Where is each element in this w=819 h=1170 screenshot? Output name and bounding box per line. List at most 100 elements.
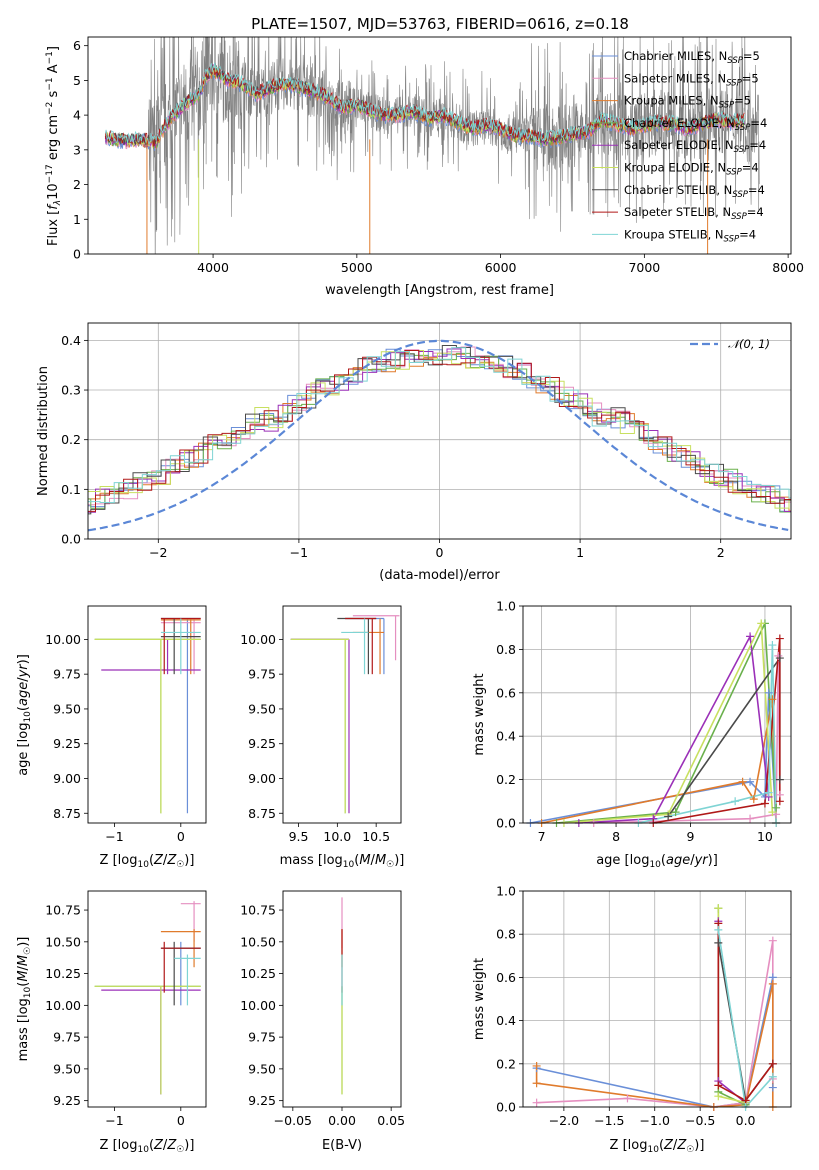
y-tick-label: 9.50 [248,701,276,716]
plot-area-age_vs_mass [290,615,400,814]
panel-spectrum: 4000 5000 6000 7000 8000 0 1 2 3 4 5 6 wavelength [A… [45,36,804,298]
x-tick-label: 7000 [628,260,660,275]
y-tick-label: 10.00 [240,998,276,1013]
weight-marker-kroupa-stelib [768,641,777,650]
weight-marker-chabrier-elodie [671,808,680,817]
y-tick-label: 0.0 [496,1100,516,1115]
legend-label: Chabrier MILES, NSSP=5 [624,49,760,66]
weight-marker-kroupa-elodie [714,1092,723,1101]
y-axis-label: Flux [fλ10−17 erg cm−2 s−1 A−1] [45,46,63,246]
x-tick-label: 5000 [341,260,373,275]
weight-marker-kroupa-stelib [714,925,723,934]
y-tick-label: 1.0 [496,599,516,614]
spectrum-legend: Chabrier MILES, NSSP=5 Salpeter MILES, NS… [592,49,767,244]
y-tick-label: 10.75 [45,903,81,918]
plot-area-residual_hist [88,323,791,539]
x-tick-label: −1.5 [594,1113,624,1128]
axes-frame [87,890,207,1108]
hist-step-chabrier-stelib [88,345,791,515]
weight-marker-kroupa-miles [768,695,777,704]
y-tick-label: 9.25 [248,736,276,751]
hist-step-kroupa-miles [88,352,791,512]
x-tick-label: 8 [612,829,620,844]
weight-marker-chabrier-miles [746,777,755,786]
panel-age_vs_mass: 9.5 10.0 10.5 8.75 9.00 9.25 9.50 9.75 10.00 mass… [240,605,404,870]
y-axis-label: mass weight [472,958,487,1040]
weight-marker-kroupa-miles [749,795,758,804]
hist-step-salpeter-stelib [88,350,791,512]
weight-marker-kroupa-miles [768,979,777,988]
y-tick-label: 10.00 [45,632,81,647]
y-tick-label: 0.8 [496,927,516,942]
y-tick-label: 9.75 [248,1030,276,1045]
x-axis-label: E(B-V) [322,1138,362,1153]
y-tick-label: 1.0 [496,884,516,899]
y-tick-label: 0.0 [61,532,81,547]
hist-step-salpeter-miles [88,346,791,506]
y-tick-label: 8.75 [53,806,81,821]
axes-frame [282,605,402,824]
panel-residual_hist: −2 −1 0 1 2 0.0 0.1 0.2 0.3 0.4 (data-model)/error… [36,322,792,583]
axes-frame [87,36,792,255]
weight-marker-salpeter-miles [746,814,755,823]
weight-marker-salpeter-miles [623,1094,632,1103]
x-tick-label: 1 [576,545,584,560]
x-tick-label: −1 [105,1113,123,1128]
plot-area-mass_weight_vs_age [523,606,791,823]
y-tick-label: 9.00 [53,771,81,786]
x-tick-label: 0 [436,545,444,560]
y-tick-label: 0.0 [496,816,516,831]
y-tick-label: 10.25 [240,966,276,981]
y-tick-label: 9.25 [53,736,81,751]
x-tick-label: −2 [149,545,167,560]
weight-marker-salpeter-stelib [768,1059,777,1068]
legend-label: Chabrier STELIB, NSSP=4 [624,183,765,200]
hist-step-kroupa-elodie [88,350,791,509]
axes-frame [282,890,402,1108]
hist-step-chabrier-elodie [88,352,791,513]
x-tick-label: 10.5 [362,829,390,844]
plot-area-age_vs_Z [94,617,201,814]
x-axis-label: Z [log10(Z/Z☉)] [100,853,195,870]
axes-frame [522,605,792,824]
y-tick-label: 9.25 [248,1093,276,1108]
weight-line-salpeter-stelib [717,923,774,1102]
model-line-kroupa-stelib [104,62,745,146]
x-tick-label: −1.0 [640,1113,670,1128]
y-tick-label: 0.4 [496,729,516,744]
x-axis-label: wavelength [Angstrom, rest frame] [325,283,554,298]
weight-line-kroupa-stelib [717,929,774,1107]
hist-step-salpeter-elodie [88,348,791,513]
x-tick-label: 2 [717,545,725,560]
figure-title: PLATE=1507, MJD=53763, FIBERID=0616, z=0… [251,15,629,33]
weight-line-chabrier-miles [530,692,777,823]
y-tick-label: 8.75 [248,806,276,821]
weight-marker-chabrier-stelib [714,938,723,947]
weight-marker-salpeter-stelib [775,797,784,806]
y-tick-label: 0 [73,247,81,262]
legend-label: Salpeter ELODIE, NSSP=4 [624,138,766,155]
y-tick-label: 0.4 [496,1013,516,1028]
weight-marker-chabrier-elodie [772,803,781,812]
y-tick-label: 10.25 [45,966,81,981]
hist-step-chabrier-miles [88,348,791,512]
y-tick-label: 3 [73,142,81,157]
x-tick-label: 4000 [197,260,229,275]
weight-line-salpeter-stelib [653,638,781,823]
x-tick-label: 10.0 [323,829,351,844]
gaussian-curve [88,339,789,532]
y-tick-label: 10.00 [45,998,81,1013]
y-tick-label: 4 [73,108,81,123]
x-tick-label: 0.05 [377,1113,405,1128]
x-tick-label: 9.5 [289,829,309,844]
weight-marker-salpeter-stelib [760,799,769,808]
y-tick-label: 9.50 [53,1061,81,1076]
weight-marker-kroupa-elodie [768,808,777,817]
weight-line-kroupa-miles [541,699,777,823]
panel-mass_weight_vs_Z: −2.0 −1.5 −1.0 −0.5 0.0 0.0 0.2 0.4 0.6 0.8 1.0 Z [… [472,884,792,1155]
y-tick-label: 0.2 [496,772,516,787]
y-tick-label: 5 [73,73,81,88]
weight-marker-chabrier-stelib [775,654,784,663]
y-tick-label: 9.75 [53,1030,81,1045]
